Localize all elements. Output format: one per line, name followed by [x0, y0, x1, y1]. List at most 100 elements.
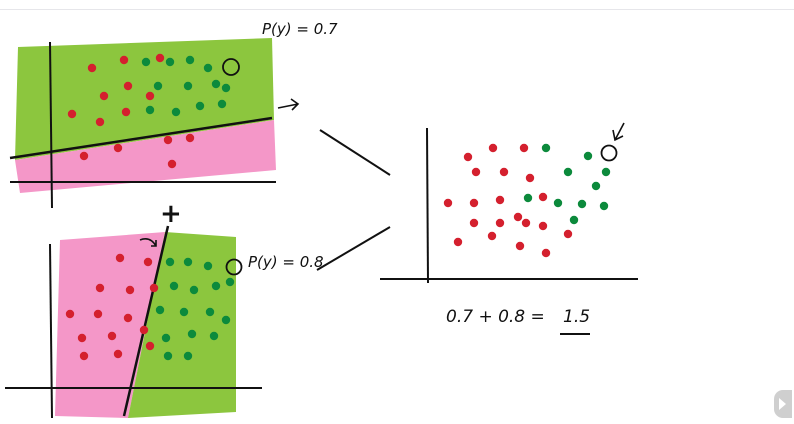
- red-point: [521, 218, 531, 228]
- green-point: [183, 351, 193, 361]
- green-point: [591, 181, 601, 191]
- green-point: [171, 107, 181, 117]
- green-point: [599, 201, 609, 211]
- red-point: [123, 81, 133, 91]
- sum-result: 1.5: [563, 307, 590, 327]
- red-point: [463, 152, 473, 162]
- green-point: [153, 81, 163, 91]
- highlight-circle-icon-combined: [600, 144, 618, 162]
- red-point: [119, 55, 129, 65]
- green-point: [563, 167, 573, 177]
- red-point: [469, 198, 479, 208]
- red-point: [469, 218, 479, 228]
- red-point: [139, 325, 149, 335]
- red-point: [495, 218, 505, 228]
- green-point: [183, 257, 193, 267]
- green-point: [601, 167, 611, 177]
- red-point: [79, 351, 89, 361]
- green-point: [163, 351, 173, 361]
- bottom-plot: P(y) = 0.8: [5, 225, 324, 419]
- y-axis-bottom: [49, 243, 53, 419]
- pink-region-bottom: [55, 232, 165, 418]
- combined-plot: [380, 122, 638, 284]
- highlight-circle-icon-top: [222, 58, 240, 76]
- red-point: [125, 285, 135, 295]
- red-point: [471, 167, 481, 177]
- top-divider: [0, 9, 794, 10]
- green-point: [155, 305, 165, 315]
- red-point: [145, 341, 155, 351]
- green-point: [183, 81, 193, 91]
- boundary-bottom: [122, 225, 170, 417]
- red-point: [487, 231, 497, 241]
- red-point: [155, 53, 165, 63]
- y-axis-combined: [426, 127, 429, 284]
- green-point: [569, 215, 579, 225]
- red-point: [113, 349, 123, 359]
- green-point: [205, 307, 215, 317]
- red-point: [79, 151, 89, 161]
- top-plot: P(y) = 0.7: [9, 20, 338, 209]
- red-point: [99, 91, 109, 101]
- green-point: [221, 315, 231, 325]
- boundary-top: [9, 116, 273, 160]
- next-slide-icon[interactable]: [774, 390, 792, 418]
- red-point: [163, 135, 173, 145]
- sum-equation: 0.7 + 0.8 =: [446, 307, 545, 327]
- arrow-icon-combined: [612, 122, 625, 142]
- green-region-bottom: [128, 232, 236, 418]
- red-point: [495, 195, 505, 205]
- red-point: [65, 309, 75, 319]
- green-point: [211, 281, 221, 291]
- red-point: [538, 192, 548, 202]
- plus-sign: +: [160, 199, 182, 229]
- red-point: [167, 159, 177, 169]
- red-point: [113, 143, 123, 153]
- red-point: [538, 221, 548, 231]
- green-point: [217, 99, 227, 109]
- red-point: [145, 91, 155, 101]
- red-point: [525, 173, 535, 183]
- red-point: [93, 309, 103, 319]
- green-point: [553, 198, 563, 208]
- red-point: [499, 167, 509, 177]
- red-point: [541, 248, 551, 258]
- green-point: [179, 307, 189, 317]
- green-point: [165, 57, 175, 67]
- pink-region-top: [15, 120, 276, 193]
- green-point: [541, 143, 551, 153]
- green-point: [577, 199, 587, 209]
- red-point: [515, 241, 525, 251]
- green-point: [169, 281, 179, 291]
- red-point: [443, 198, 453, 208]
- red-point: [115, 253, 125, 263]
- green-point: [165, 257, 175, 267]
- green-point: [203, 63, 213, 73]
- y-axis-top: [49, 41, 53, 209]
- green-point: [523, 193, 533, 203]
- red-point: [87, 63, 97, 73]
- red-point: [143, 257, 153, 267]
- green-point: [145, 105, 155, 115]
- highlight-circle-icon-bottom: [225, 258, 243, 276]
- connector-top: [319, 129, 391, 176]
- green-point: [221, 83, 231, 93]
- connector-bottom: [316, 226, 391, 271]
- green-point: [583, 151, 593, 161]
- green-point: [209, 331, 219, 341]
- prob-label-bottom: P(y) = 0.8: [248, 253, 324, 271]
- red-point: [67, 109, 77, 119]
- green-point: [187, 329, 197, 339]
- red-point: [95, 283, 105, 293]
- green-point: [211, 79, 221, 89]
- red-point: [488, 143, 498, 153]
- red-point: [513, 212, 523, 222]
- red-point: [563, 229, 573, 239]
- green-point: [189, 285, 199, 295]
- green-point: [141, 57, 151, 67]
- green-point: [161, 333, 171, 343]
- red-point: [185, 133, 195, 143]
- red-point: [77, 333, 87, 343]
- green-point: [203, 261, 213, 271]
